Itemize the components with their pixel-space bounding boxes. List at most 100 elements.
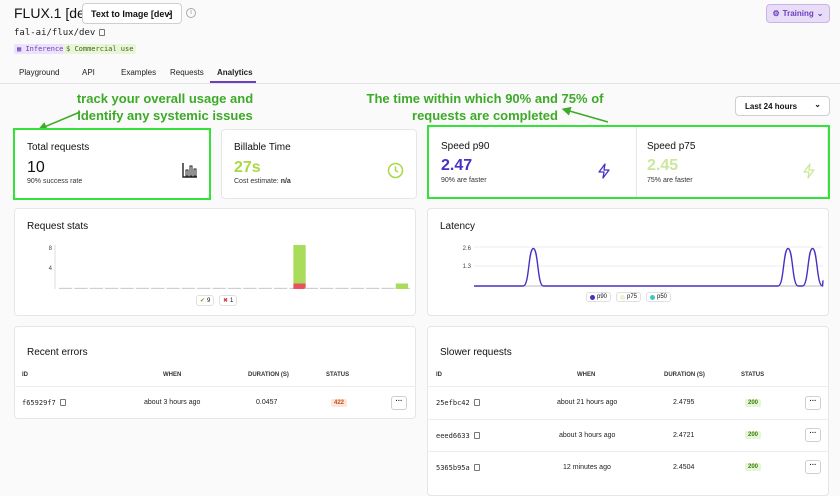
recent-errors-title: Recent errors [27,347,88,358]
commercial-badge-label: Commercial use [74,45,134,53]
legend-success[interactable]: ✔ 9 [196,295,215,306]
cost-estimate-value: n/a [280,178,291,185]
status-badge: 200 [745,431,762,439]
bar-empty [135,287,150,289]
total-requests-title: Total requests [27,142,90,153]
bar-empty [350,287,365,289]
bar-empty [89,287,104,289]
billable-time-card: Billable Time 27s Cost estimate: n/a [221,129,417,199]
tab-requests[interactable]: Requests [170,68,204,77]
col-when: WHEN [577,372,596,378]
slower-requests-card: Slower requests [427,326,829,496]
bar-success [293,245,306,284]
speed-p90-title: Speed p90 [441,141,490,152]
annotation-left: track your overall usage and identify an… [76,91,254,123]
row-duration: 2.4504 [673,464,695,471]
copy-icon[interactable] [59,399,66,406]
tab-playground[interactable]: Playground [19,68,60,77]
row-when: about 21 hours ago [557,399,618,406]
copy-icon[interactable] [473,399,480,406]
active-tab-indicator [210,81,256,83]
highlight-total-requests [13,128,211,200]
more-options-button[interactable]: ··· [805,460,821,474]
status-badge: 200 [745,399,762,407]
training-button[interactable]: ⚙ Training ⌄ [766,4,830,23]
row-when: about 3 hours ago [559,432,616,439]
divider [427,419,829,420]
row-when: about 3 hours ago [144,399,201,406]
bar-success [395,283,409,289]
bar-empty [151,287,165,289]
more-options-button[interactable]: ··· [391,396,407,410]
bar-empty [212,287,226,289]
row-id-text: f65929f7 [22,399,56,407]
speed-p90-sub: 90% are faster [441,177,487,184]
p90-dot [590,294,595,300]
col-status: STATUS [741,372,765,378]
col-id: ID [436,372,442,378]
time-range-select[interactable]: Last 24 hours ⌄ [735,96,830,116]
row-duration: 2.4795 [673,399,695,406]
bar-empty [381,287,395,289]
row-duration: 0.0457 [256,399,278,406]
row-when: 12 minutes ago [563,464,611,471]
billable-time-value: 27s [234,159,261,176]
row-id: 25efbc42 [436,399,480,407]
copy-icon[interactable] [99,29,106,36]
copy-icon[interactable] [473,464,480,471]
latency-chart: 2.6 1.3 [463,246,824,287]
col-duration: DURATION (S) [664,372,705,378]
legend-p75-label: p75 [627,294,638,300]
legend-fail[interactable]: ✖ 1 [219,295,238,306]
bar-empty [273,287,288,289]
model-select-label: Text to Image [dev] [91,8,173,19]
row-duration: 2.4721 [673,432,695,439]
bar-empty [227,287,242,289]
billable-time-title: Billable Time [234,142,291,153]
speed-divider [636,127,637,197]
model-select[interactable]: Text to Image [dev] ⌄ [82,3,182,24]
bar-empty [74,287,88,289]
bar-empty [258,287,272,289]
endpoint-path-text: fal-ai/flux/dev [14,28,96,38]
latency-title: Latency [440,221,476,232]
bar-empty [181,287,196,289]
tab-analytics[interactable]: Analytics [217,68,253,77]
speed-p75-sub: 75% are faster [647,177,693,184]
info-icon[interactable]: i [186,8,196,18]
tab-bar: Playground API Examples Requests Analyti… [0,62,840,84]
speed-cards: Speed p90 2.47 90% are faster Speed p75 … [428,126,828,198]
tab-examples[interactable]: Examples [121,68,157,77]
bar-empty [243,287,257,289]
bar-empty [105,287,119,289]
row-id: eeed6633 [436,432,480,440]
lightning-icon [598,163,610,179]
inference-badge-label: Inference [25,45,64,53]
commercial-badge: $ Commercial use [63,44,137,54]
bar-empty [197,287,211,289]
col-status: STATUS [326,372,350,378]
total-requests-value: 10 [27,159,45,176]
copy-icon[interactable] [473,432,480,439]
slower-requests-title: Slower requests [440,347,512,358]
inference-badge: ▦ Inference [14,44,67,54]
more-options-button[interactable]: ··· [805,428,821,442]
p75-dot [620,294,625,300]
row-id-text: 25efbc42 [436,399,470,407]
status-badge: 200 [745,463,762,471]
legend-p90[interactable]: p90 [586,292,612,302]
more-options-button[interactable]: ··· [805,396,821,410]
legend-p50[interactable]: p50 [646,292,672,302]
bar-empty [335,287,349,289]
chevron-down-icon: ⌄ [166,8,173,17]
row-id-text: eeed6633 [436,432,470,440]
check-circle-icon: ✔ [200,298,206,304]
bar-empty [120,287,134,289]
legend-p75[interactable]: p75 [616,292,642,302]
tab-api[interactable]: API [82,68,95,77]
legend-p50-label: p50 [657,294,668,300]
bar-empty [304,287,318,289]
speed-p90-value: 2.47 [441,157,473,174]
endpoint-path: fal-ai/flux/dev [14,28,106,38]
